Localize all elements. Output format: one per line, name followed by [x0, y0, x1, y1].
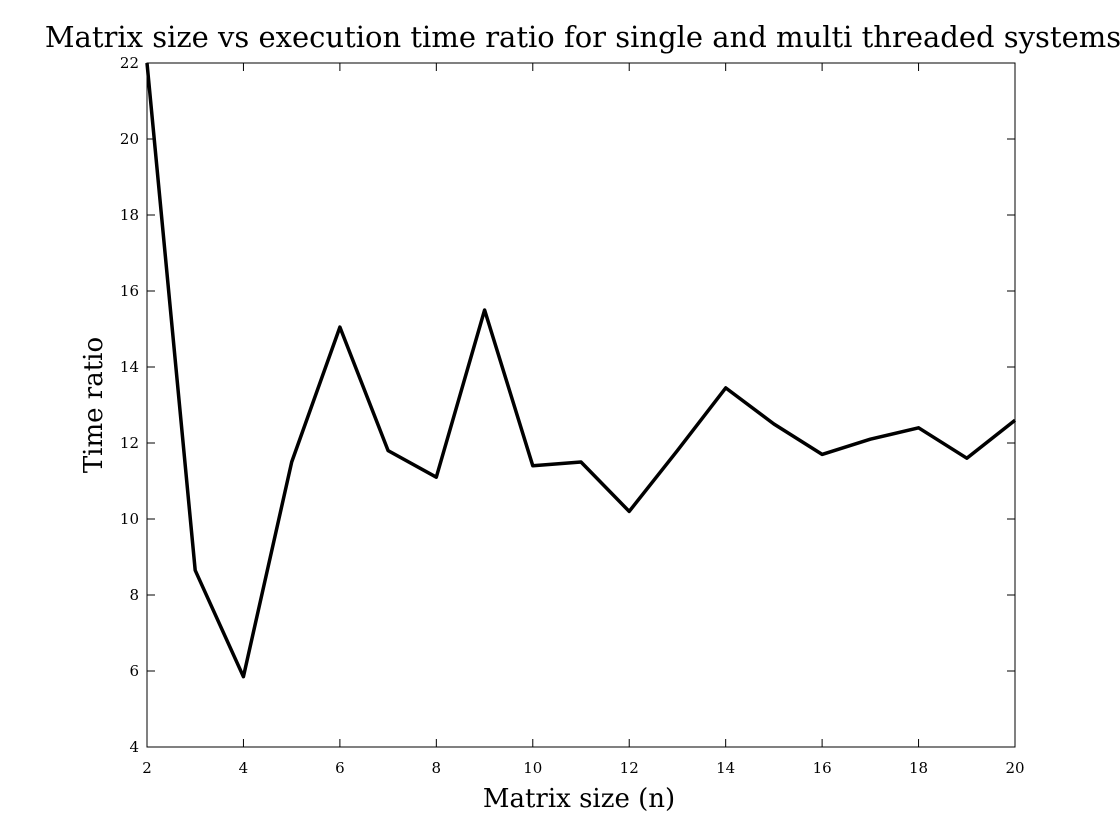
y-tick-label: 22 [120, 54, 139, 72]
y-tick-label: 12 [120, 434, 139, 452]
x-tick-label: 14 [716, 759, 735, 777]
series-line [145, 62, 1017, 679]
y-tick-label: 4 [129, 738, 139, 756]
x-tick-label: 2 [142, 759, 152, 777]
y-tick-label: 10 [120, 510, 139, 528]
y-tick-label: 6 [129, 662, 139, 680]
chart-title: Matrix size vs execution time ratio for … [45, 20, 1120, 54]
x-tick-label: 10 [523, 759, 542, 777]
x-axis-label: Matrix size (n) [483, 784, 675, 814]
x-axis-ticks: 2 4 6 8 10 12 14 16 18 20 [142, 63, 1025, 777]
y-axis-label: Time ratio [79, 337, 109, 473]
plot-area-frame [146, 62, 1016, 748]
x-tick-label: 8 [432, 759, 442, 777]
y-axis-ticks: 4 6 8 10 12 14 16 18 20 22 [120, 54, 1015, 756]
y-tick-label: 8 [129, 586, 139, 604]
x-tick-label: 16 [813, 759, 832, 777]
y-tick-label: 16 [120, 282, 139, 300]
x-tick-label: 12 [620, 759, 639, 777]
x-tick-label: 20 [1005, 759, 1024, 777]
y-tick-label: 18 [120, 206, 139, 224]
y-tick-label: 14 [120, 358, 139, 376]
series-layer [145, 62, 1017, 679]
x-tick-label: 18 [909, 759, 928, 777]
y-tick-label: 20 [120, 130, 139, 148]
x-tick-label: 6 [335, 759, 345, 777]
x-tick-label: 4 [239, 759, 249, 777]
